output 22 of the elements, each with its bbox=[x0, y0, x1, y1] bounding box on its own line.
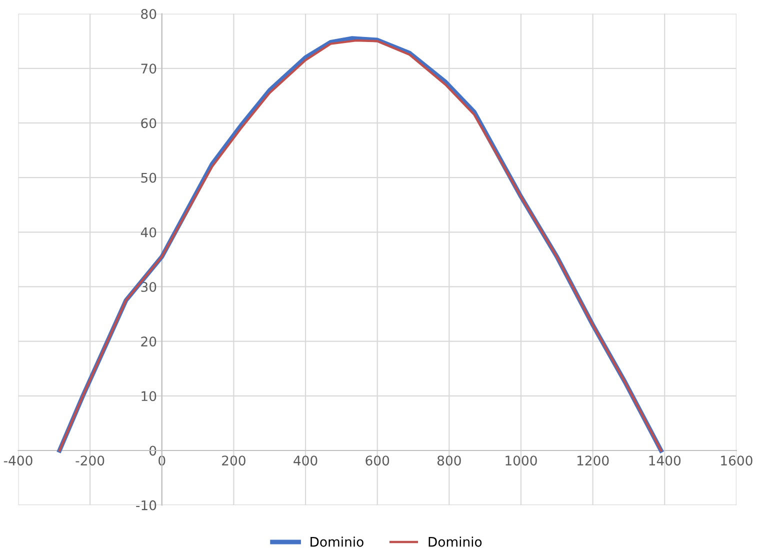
x-tick-label: -200 bbox=[76, 456, 104, 466]
y-tick-label: 80 bbox=[141, 9, 156, 19]
legend-label: Dominio bbox=[310, 536, 364, 547]
y-tick-label: 20 bbox=[141, 336, 156, 347]
x-tick-label: 800 bbox=[437, 456, 461, 466]
x-tick-label: 1000 bbox=[506, 456, 537, 466]
x-tick-label: 0 bbox=[158, 456, 166, 466]
x-tick-label: 1600 bbox=[721, 456, 752, 466]
x-tick-label: 1200 bbox=[577, 456, 609, 466]
x-tick-label: 200 bbox=[222, 456, 246, 466]
x-tick-label: 600 bbox=[366, 456, 390, 466]
x-tick-label: 1400 bbox=[649, 456, 681, 466]
y-tick-label: 30 bbox=[141, 282, 156, 292]
y-tick-label: -10 bbox=[136, 500, 156, 510]
legend-label: Dominio bbox=[428, 536, 482, 547]
y-tick-label: 70 bbox=[141, 64, 156, 74]
x-tick-label: -400 bbox=[4, 456, 32, 466]
y-tick-label: 10 bbox=[142, 391, 156, 402]
x-tick-label: 400 bbox=[294, 456, 318, 466]
y-tick-label: 40 bbox=[140, 227, 156, 238]
y-tick-label: 50 bbox=[141, 172, 156, 183]
y-tick-label: 60 bbox=[141, 118, 156, 128]
